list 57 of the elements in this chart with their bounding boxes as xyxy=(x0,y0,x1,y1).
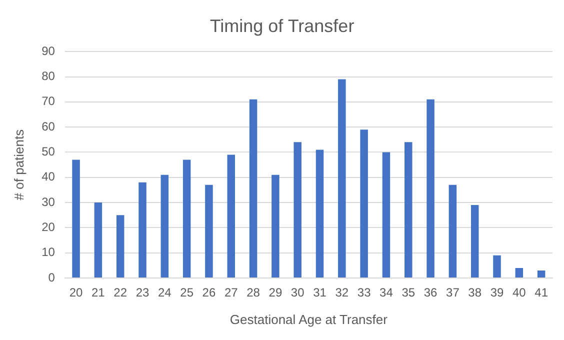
x-tick-label: 30 xyxy=(290,286,305,300)
x-tick-label: 20 xyxy=(69,286,84,300)
x-tick-label: 29 xyxy=(268,286,282,300)
bar xyxy=(182,160,191,278)
bar xyxy=(316,150,324,278)
x-tick-label: 41 xyxy=(534,286,548,300)
x-tick-label: 32 xyxy=(335,286,349,300)
x-tick-label: 26 xyxy=(202,286,216,300)
bar xyxy=(448,184,457,278)
bar xyxy=(294,142,302,278)
y-tick-label: 10 xyxy=(42,245,56,260)
y-tick-label: 50 xyxy=(42,144,56,159)
bar xyxy=(227,154,236,278)
bar xyxy=(537,270,546,278)
bar xyxy=(515,268,524,278)
bar xyxy=(360,130,368,278)
x-tick-label: 25 xyxy=(180,286,194,300)
x-tick-label: 35 xyxy=(402,286,416,300)
bar xyxy=(426,99,434,278)
bar xyxy=(249,99,258,278)
bar xyxy=(205,184,213,278)
bar xyxy=(160,174,169,278)
x-tick-label: 24 xyxy=(158,286,172,300)
x-tick-label: 31 xyxy=(313,286,327,300)
bar xyxy=(404,142,412,278)
bar xyxy=(72,160,80,278)
x-tick-label: 37 xyxy=(446,286,460,300)
x-tick-label: 22 xyxy=(114,286,128,300)
x-axis-title: Gestational Age at Transfer xyxy=(230,312,388,327)
y-tick-label: 80 xyxy=(42,69,56,84)
y-tick-label: 40 xyxy=(42,170,56,184)
bar xyxy=(94,202,102,278)
y-tick-label: 60 xyxy=(42,119,56,134)
x-tick-label: 38 xyxy=(468,286,482,300)
x-tick-label: 39 xyxy=(490,286,504,300)
x-tick-label: 36 xyxy=(424,286,438,300)
chart-title: Timing of Transfer xyxy=(210,16,354,36)
x-tick-label: 27 xyxy=(224,286,238,300)
x-tick-label: 34 xyxy=(380,286,394,300)
bar xyxy=(382,152,390,278)
y-tick-label: 70 xyxy=(42,94,56,108)
y-tick-label: 30 xyxy=(42,194,56,209)
y-axis-title: # of patients xyxy=(11,128,26,200)
bar xyxy=(138,182,146,278)
bar xyxy=(272,174,280,278)
y-tick-label: 90 xyxy=(42,44,56,58)
x-tick-label: 33 xyxy=(357,286,372,300)
x-tick-label: 23 xyxy=(136,286,150,300)
bar xyxy=(470,205,479,278)
y-tick-label: 0 xyxy=(48,270,56,284)
bar xyxy=(338,79,346,278)
bar xyxy=(493,255,501,278)
x-tick-label: 21 xyxy=(92,286,106,300)
y-tick-label: 20 xyxy=(42,220,56,234)
x-tick-label: 28 xyxy=(246,286,260,300)
bar xyxy=(116,215,124,278)
x-tick-label: 40 xyxy=(512,286,526,300)
